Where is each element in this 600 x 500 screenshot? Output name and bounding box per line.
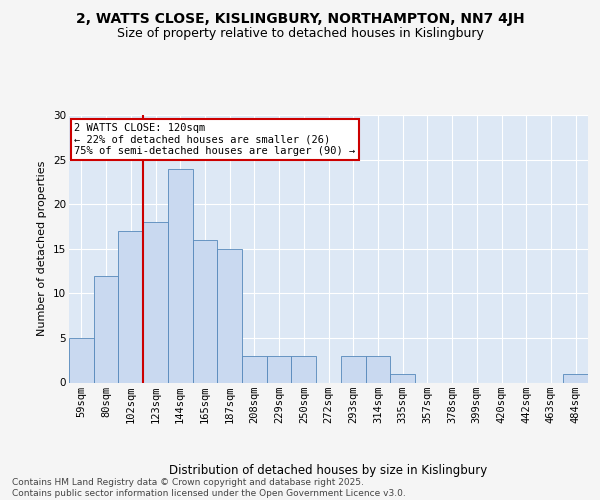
Text: Contains HM Land Registry data © Crown copyright and database right 2025.
Contai: Contains HM Land Registry data © Crown c… [12,478,406,498]
Text: 2 WATTS CLOSE: 120sqm
← 22% of detached houses are smaller (26)
75% of semi-deta: 2 WATTS CLOSE: 120sqm ← 22% of detached … [74,123,355,156]
Bar [292,356,316,382]
Bar [242,356,267,382]
Bar [267,356,292,382]
Bar [118,231,143,382]
Bar [168,168,193,382]
Bar [341,356,365,382]
Bar [217,248,242,382]
Text: 2, WATTS CLOSE, KISLINGBURY, NORTHAMPTON, NN7 4JH: 2, WATTS CLOSE, KISLINGBURY, NORTHAMPTON… [76,12,524,26]
Bar [563,374,588,382]
Bar [69,338,94,382]
Bar [94,276,118,382]
Bar [390,374,415,382]
Bar [143,222,168,382]
Text: Size of property relative to detached houses in Kislingbury: Size of property relative to detached ho… [116,28,484,40]
Bar [193,240,217,382]
Y-axis label: Number of detached properties: Number of detached properties [37,161,47,336]
X-axis label: Distribution of detached houses by size in Kislingbury: Distribution of detached houses by size … [169,464,488,477]
Bar [365,356,390,382]
